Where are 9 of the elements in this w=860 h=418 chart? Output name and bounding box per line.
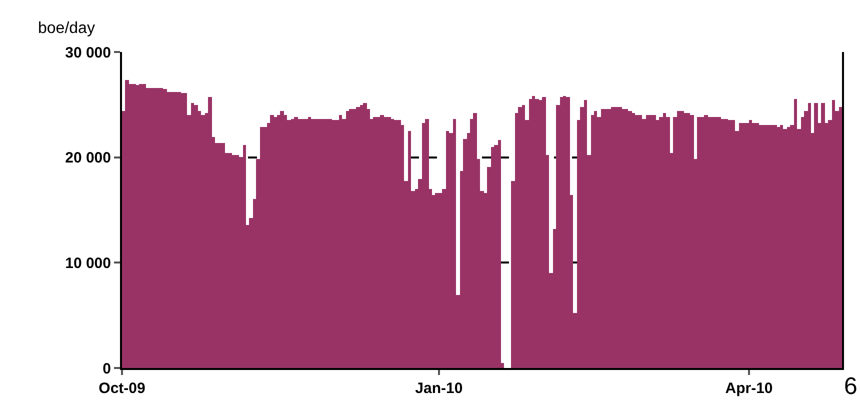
x-tick-label: Apr-10 [725, 380, 773, 397]
y-tick-label: 10 000 [65, 254, 111, 272]
y-tick-label: 0 [102, 360, 111, 378]
x-tick-label: Oct-09 [98, 380, 146, 397]
y-tick-label: 30 000 [65, 44, 111, 62]
y-tick-label: 20 000 [65, 150, 111, 167]
x-tick-label: Jan-10 [415, 380, 463, 397]
text: 6 [844, 373, 858, 400]
y-axis-title: boe/day [38, 20, 95, 37]
